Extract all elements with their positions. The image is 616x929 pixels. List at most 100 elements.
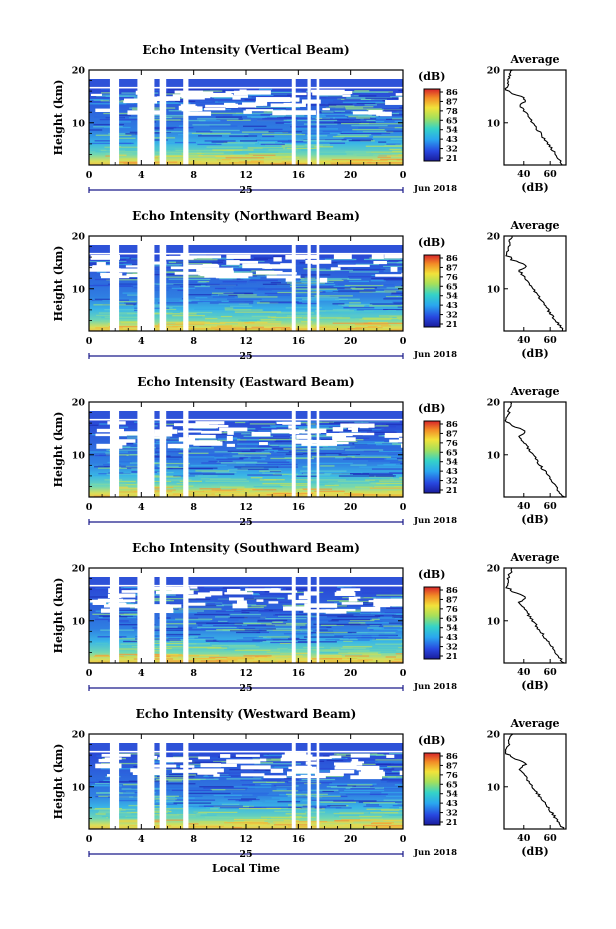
- no-echo-patch: [240, 773, 265, 777]
- echo-streak: [241, 131, 289, 133]
- echo-streak: [270, 282, 281, 284]
- data-gap: [109, 568, 120, 663]
- echo-streak: [161, 308, 177, 311]
- no-echo-patch: [348, 596, 358, 602]
- echo-streak: [398, 647, 403, 649]
- echo-streak: [380, 806, 403, 808]
- echo-streak: [310, 770, 331, 772]
- echo-streak: [372, 822, 394, 824]
- x-tick-label: 12: [239, 668, 252, 679]
- x-tick-label: 16: [292, 336, 306, 347]
- echo-streak: [224, 796, 258, 798]
- echo-streak: [93, 474, 110, 477]
- echo-streak: [135, 638, 181, 640]
- echo-streak: [219, 303, 239, 305]
- echo-streak: [91, 483, 127, 485]
- echo-streak: [117, 819, 140, 821]
- echo-streak: [354, 323, 389, 326]
- echo-streak: [401, 642, 403, 645]
- echo-streak: [170, 808, 189, 811]
- echo-streak: [216, 772, 262, 774]
- no-echo-patch: [318, 441, 349, 445]
- no-echo-patch: [165, 426, 173, 432]
- echo-streak: [246, 94, 288, 96]
- echo-streak: [307, 608, 322, 610]
- date-label: Jun 2018: [413, 516, 457, 526]
- echo-streak: [363, 812, 374, 815]
- echo-streak: [182, 805, 221, 807]
- echo-streak: [89, 260, 127, 262]
- echo-streak: [219, 589, 228, 591]
- echo-streak: [95, 327, 123, 329]
- echo-streak: [104, 309, 148, 311]
- no-echo-patch: [350, 775, 383, 780]
- echo-streak: [111, 454, 151, 456]
- echo-streak: [95, 654, 109, 657]
- date-label: Jun 2018: [413, 184, 457, 194]
- no-echo-patch: [297, 756, 332, 759]
- echo-streak: [240, 779, 282, 781]
- echo-streak: [149, 597, 196, 600]
- echo-streak: [249, 279, 278, 282]
- echo-streak: [338, 311, 356, 313]
- echo-streak: [131, 468, 142, 470]
- echo-streak: [380, 781, 402, 783]
- no-echo-patch: [158, 757, 189, 761]
- echo-streak: [302, 807, 342, 809]
- echo-streak: [212, 149, 254, 151]
- echo-streak: [351, 490, 361, 493]
- echo-streak: [261, 629, 308, 631]
- echo-streak: [185, 761, 222, 764]
- echo-streak: [374, 615, 403, 617]
- echo-streak: [343, 137, 373, 140]
- echo-streak: [221, 803, 240, 805]
- echo-streak: [388, 472, 403, 474]
- no-echo-patch: [301, 99, 321, 104]
- no-echo-patch: [114, 593, 136, 598]
- echo-streak: [346, 98, 387, 100]
- echo-streak: [298, 427, 347, 430]
- echo-streak: [311, 116, 347, 119]
- echo-streak: [340, 484, 386, 486]
- average-x-label: (dB): [521, 347, 548, 360]
- echo-streak: [399, 477, 403, 479]
- echo-streak: [330, 163, 362, 165]
- echo-streak: [98, 661, 110, 663]
- echo-streak: [256, 753, 297, 755]
- echo-streak: [104, 263, 150, 266]
- no-echo-patch: [298, 595, 310, 600]
- echo-streak: [307, 269, 353, 271]
- echo-streak: [206, 622, 244, 624]
- echo-streak: [262, 472, 275, 474]
- echo-streak: [374, 442, 398, 444]
- echo-streak: [308, 295, 353, 297]
- echo-streak: [223, 142, 244, 144]
- echo-streak: [145, 758, 168, 761]
- echo-streak: [267, 780, 301, 783]
- echo-streak: [348, 280, 370, 283]
- echo-streak: [257, 96, 294, 98]
- echo-streak: [178, 608, 222, 610]
- echo-streak: [377, 287, 403, 289]
- echo-streak: [222, 587, 240, 589]
- echo-streak: [315, 121, 351, 123]
- echo-streak: [272, 638, 307, 641]
- colorbar-tick-label: 21: [446, 154, 458, 164]
- echo-streak: [371, 636, 403, 638]
- echo-streak: [335, 456, 346, 459]
- no-echo-patch: [200, 93, 234, 98]
- echo-panel-4: Echo Intensity (Westward Beam)0 4 8 12 16 20 0…: [52, 707, 567, 875]
- echo-streak: [245, 464, 282, 466]
- echo-streak: [339, 815, 382, 818]
- echo-streak: [394, 784, 403, 786]
- no-echo-patch: [204, 107, 226, 111]
- upper-echo-band: [89, 576, 403, 585]
- echo-streak: [178, 133, 201, 136]
- echo-streak: [152, 89, 162, 92]
- echo-streak: [302, 473, 351, 475]
- echo-streak: [238, 807, 282, 810]
- echo-streak: [246, 445, 259, 448]
- echo-streak: [253, 769, 277, 771]
- echo-streak: [348, 491, 381, 493]
- no-echo-patch: [232, 95, 241, 100]
